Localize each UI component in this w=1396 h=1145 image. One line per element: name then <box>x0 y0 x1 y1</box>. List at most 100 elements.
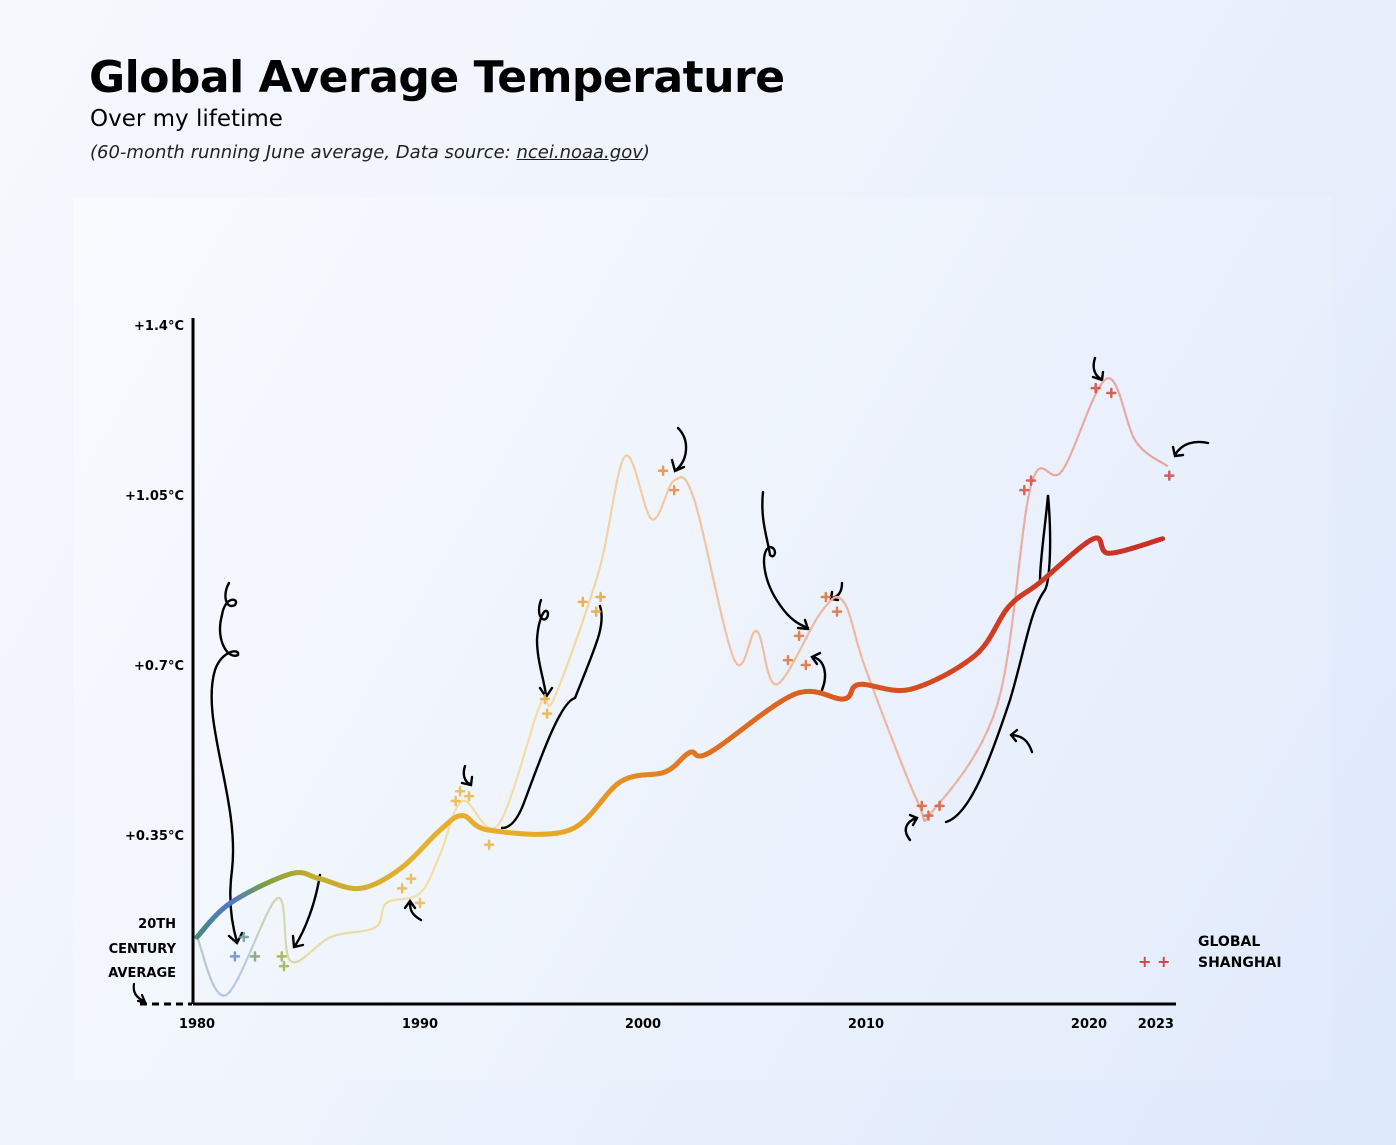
line-segment <box>969 750 978 764</box>
line-segment <box>1087 399 1094 411</box>
line-segment <box>633 466 638 476</box>
legend-shanghai-label: SHANGHAI <box>1198 955 1282 971</box>
baseline-arrow-icon <box>132 982 147 1004</box>
line-segment <box>996 687 1003 705</box>
line-segment <box>228 985 235 994</box>
line-segment <box>810 620 817 630</box>
line-segment <box>515 765 522 781</box>
long-arrow <box>944 494 1052 824</box>
line-segment <box>1022 510 1028 530</box>
shanghai-marker <box>1164 470 1175 481</box>
shanghai-marker <box>454 786 466 797</box>
chart-panel <box>73 197 1332 1080</box>
line-segment <box>1007 630 1013 654</box>
line-segment <box>857 645 862 656</box>
line-segment <box>558 674 565 686</box>
shanghai-series <box>195 377 1169 997</box>
line-segment <box>500 811 507 822</box>
shanghai-marker <box>668 484 680 496</box>
shanghai-marker <box>1090 382 1101 394</box>
line-segment <box>859 652 865 663</box>
line-segment <box>284 939 288 949</box>
line-segment <box>727 641 733 655</box>
line-segment <box>617 463 623 474</box>
shanghai-marker <box>831 606 843 617</box>
y-tick-label: +1.05°C <box>125 489 184 504</box>
shanghai-marker <box>463 790 475 802</box>
line-segment <box>613 480 619 493</box>
line-segment <box>590 582 597 596</box>
line-segment <box>527 728 533 743</box>
line-segment <box>237 967 244 980</box>
shanghai-marker <box>539 693 551 705</box>
shanghai-marker <box>249 951 261 962</box>
shanghai-marker <box>483 839 495 850</box>
line-segment <box>702 533 708 551</box>
arrow-icon <box>403 898 423 922</box>
note-prefix: (60-month running June average, Data sou… <box>90 142 517 163</box>
line-segment <box>940 793 948 803</box>
line-segment <box>802 634 809 645</box>
line-segment <box>698 519 705 536</box>
line-segment <box>1157 536 1166 543</box>
line-segment <box>265 905 272 916</box>
x-tick-label: 2020 <box>1071 1017 1107 1032</box>
line-segment <box>730 651 736 662</box>
shanghai-marker <box>793 630 805 642</box>
line-segment <box>724 629 730 644</box>
data-source-link[interactable]: ncei.noaa.gov <box>516 142 643 163</box>
line-segment <box>562 664 569 677</box>
line-segment <box>602 537 608 552</box>
line-segment <box>200 950 205 959</box>
line-segment <box>890 737 899 753</box>
x-tick-label: 2023 <box>1138 1017 1174 1032</box>
line-segment <box>607 513 612 528</box>
line-segment <box>1010 609 1015 633</box>
legend-shanghai-cross-icon: + + <box>1138 952 1170 971</box>
arrow-icon <box>1091 356 1105 382</box>
line-segment <box>256 923 264 937</box>
hand-drawn-arrows <box>210 356 1210 949</box>
shanghai-marker <box>820 591 832 603</box>
line-segment <box>797 642 805 654</box>
line-segment <box>992 702 999 719</box>
line-segment <box>713 581 720 601</box>
arrow-icon <box>460 764 474 787</box>
line-segment <box>586 593 593 608</box>
line-segment <box>876 699 884 715</box>
shanghai-marker <box>934 800 945 812</box>
arrow-icon <box>904 813 919 842</box>
line-segment <box>981 728 990 743</box>
line-segment <box>690 492 696 501</box>
baseline-label-2: CENTURY <box>109 942 177 957</box>
shanghai-marker <box>229 951 241 962</box>
line-segment <box>913 793 919 803</box>
chart-subtitle: Over my lifetime <box>90 106 283 132</box>
line-segment <box>600 549 605 564</box>
line-segment <box>1020 527 1025 549</box>
x-tick-label: 1980 <box>179 1017 215 1032</box>
global-series <box>194 535 1166 940</box>
legend: GLOBAL + + SHANGHAI <box>1138 934 1282 971</box>
baseline-label-1: 20TH <box>138 917 176 932</box>
line-segment <box>862 660 868 671</box>
line-segment <box>956 770 966 782</box>
line-segment <box>519 752 526 768</box>
tick-labels: 1980 1990 2000 2010 2020 2023 +0.35°C +0.7°C +1.… <box>125 319 1174 1032</box>
line-segment <box>202 956 207 967</box>
shanghai-marker <box>782 654 794 666</box>
shanghai-marker <box>541 708 553 719</box>
line-segment <box>886 725 894 741</box>
line-segment <box>986 715 995 731</box>
line-segment <box>642 498 647 508</box>
line-segment <box>1017 546 1023 569</box>
line-segment <box>789 658 796 669</box>
shanghai-markers <box>229 382 1175 972</box>
shanghai-marker <box>450 795 461 807</box>
line-segment <box>1116 388 1122 397</box>
shanghai-marker <box>396 883 408 894</box>
x-tick-label: 2010 <box>848 1017 884 1032</box>
y-tick-label: +0.35°C <box>125 829 184 844</box>
line-segment <box>246 945 254 959</box>
